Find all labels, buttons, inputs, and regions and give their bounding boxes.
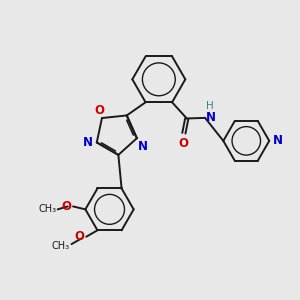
Text: CH₃: CH₃ bbox=[52, 241, 70, 250]
Text: CH₃: CH₃ bbox=[38, 204, 56, 214]
Text: O: O bbox=[74, 230, 85, 243]
Text: O: O bbox=[61, 200, 71, 213]
Text: O: O bbox=[179, 137, 189, 150]
Text: O: O bbox=[94, 103, 105, 117]
Text: H: H bbox=[206, 101, 214, 111]
Text: N: N bbox=[273, 134, 283, 147]
Text: N: N bbox=[206, 111, 216, 124]
Text: N: N bbox=[82, 136, 93, 149]
Text: N: N bbox=[138, 140, 148, 153]
